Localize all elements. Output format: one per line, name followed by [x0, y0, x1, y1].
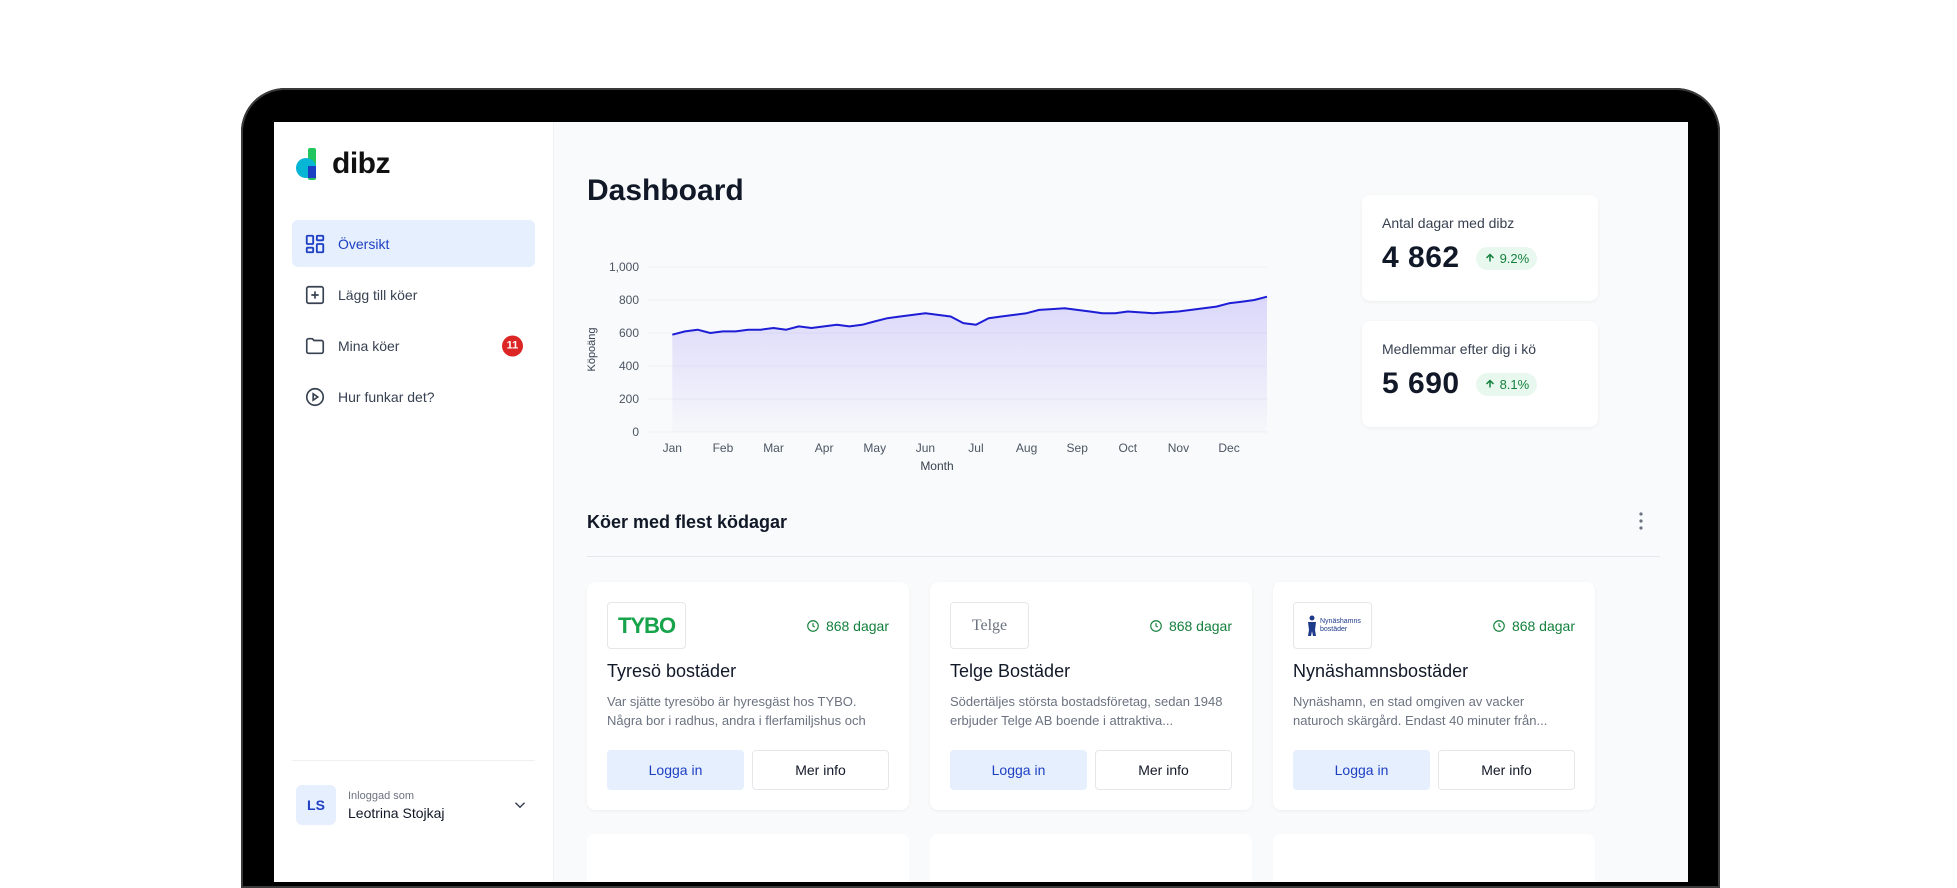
stat-card-days: Antal dagar med dibz 4 862 9.2%: [1362, 195, 1598, 301]
y-tick-label: 600: [619, 326, 639, 340]
x-tick-label: Feb: [713, 441, 734, 455]
stat-label: Antal dagar med dibz: [1382, 215, 1515, 231]
login-button[interactable]: Logga in: [607, 750, 744, 790]
y-tick-label: 400: [619, 359, 639, 373]
queue-name: Tyresö bostäder: [607, 661, 737, 681]
more-vertical-icon[interactable]: [1629, 509, 1653, 533]
more-info-button[interactable]: Mer info: [1095, 750, 1232, 790]
chevron-down-icon[interactable]: [511, 796, 529, 814]
x-tick-label: Apr: [815, 441, 834, 455]
sidebar-item-lagg-till-koer[interactable]: Lägg till köer: [292, 271, 535, 318]
dibz-logo-icon: [296, 148, 316, 180]
x-tick-label: Sep: [1067, 441, 1089, 455]
y-tick-label: 1,000: [609, 260, 639, 274]
queue-description: Södertäljes största bostadsföretag, seda…: [950, 694, 1223, 728]
x-tick-label: Jul: [968, 441, 983, 455]
sidebar-item-label: Översikt: [338, 235, 390, 252]
stat-value: 4 862: [1382, 241, 1460, 274]
user-menu[interactable]: LS Inloggad som Leotrina Stojkaj: [292, 760, 535, 825]
main-content: Dashboard 0 200 400 600 800 1,000 Jan Feb Mar Apr…: [554, 122, 1688, 882]
queue-name: Telge Bostäder: [950, 661, 1071, 681]
more-info-button[interactable]: Mer info: [752, 750, 889, 790]
brand-name: dibz: [332, 147, 391, 180]
user-caption: Inloggad som: [348, 789, 415, 802]
sidebar-item-label: Mina köer: [338, 337, 400, 354]
queue-card-nynashamn: Nynäshamns bostäder 868 dagar Nynäshamns…: [1273, 582, 1595, 810]
stat-change-badge: 8.1%: [1475, 372, 1538, 396]
sidebar-item-hur-funkar-det[interactable]: Hur funkar det?: [292, 373, 535, 420]
x-tick-label: May: [863, 441, 886, 455]
queue-card-partial: [587, 834, 909, 882]
stat-label: Medlemmar efter dig i kö: [1382, 341, 1537, 357]
user-name: Leotrina Stojkaj: [348, 804, 445, 821]
section-title: Köer med flest ködagar: [587, 512, 788, 532]
chart-svg: 0 200 400 600 800 1,000 Jan Feb Mar Apr May Jun Jul A…: [586, 260, 1268, 473]
sidebar-item-mina-koer[interactable]: Mina köer 11: [292, 322, 535, 369]
x-tick-label: Jun: [916, 441, 935, 455]
points-chart: 0 200 400 600 800 1,000 Jan Feb Mar Apr May Jun Jul A…: [586, 232, 1307, 492]
queue-description: Var sjätte tyresöbo är hyresgäst hos TYB…: [607, 694, 866, 728]
grid-icon: [305, 234, 325, 253]
tybo-logo: TYBO: [607, 602, 686, 649]
play-circle-icon: [305, 387, 325, 406]
login-button[interactable]: Logga in: [1293, 750, 1430, 790]
queue-days: 868 dagar: [1492, 618, 1575, 634]
plus-square-icon: [305, 285, 325, 304]
notification-badge: 11: [502, 335, 523, 356]
nynashamn-logo: Nynäshamns bostäder: [1293, 602, 1372, 649]
clock-icon: [1493, 619, 1505, 632]
queue-name: Nynäshamnsbostäder: [1293, 661, 1469, 681]
x-tick-label: Jan: [663, 441, 682, 455]
clock-icon: [1150, 619, 1162, 632]
sidebar-item-oversikt[interactable]: Översikt: [292, 220, 535, 267]
telge-logo: Telge: [950, 602, 1029, 649]
x-tick-label: Mar: [763, 441, 784, 455]
queue-card-telge: Telge 868 dagar Telge Bostäder Södertälj…: [930, 582, 1252, 810]
y-tick-label: 0: [632, 425, 639, 439]
queue-card-partial: [1273, 834, 1595, 882]
y-tick-label: 800: [619, 293, 639, 307]
series-area: [672, 296, 1267, 432]
x-tick-label: Nov: [1168, 441, 1189, 455]
y-tick-label: 200: [619, 392, 639, 406]
folder-icon: [305, 337, 325, 354]
brand[interactable]: dibz: [294, 144, 535, 184]
queue-description: Nynäshamn, en stad omgiven av vacker nat…: [1293, 694, 1548, 728]
x-tick-label: Oct: [1118, 441, 1137, 455]
queue-days: 868 dagar: [1149, 618, 1232, 634]
x-tick-label: Dec: [1218, 441, 1239, 455]
stat-change: 9.2%: [1499, 250, 1530, 266]
sidebar-item-label: Hur funkar det?: [338, 388, 435, 405]
sidebar-nav: Översikt Lägg till köer Mina köer 11 Hu: [292, 220, 535, 420]
section-divider: [587, 556, 1660, 557]
sidebar-item-label: Lägg till köer: [338, 286, 418, 303]
sidebar: dibz Översikt Lägg till köer Min: [274, 122, 554, 882]
app-screen: dibz Översikt Lägg till köer Min: [274, 122, 1688, 882]
queue-card-partial: [930, 834, 1252, 882]
queue-card-tybo: TYBO 868 dagar Tyresö bostäder Var sjätt…: [587, 582, 909, 810]
stat-value: 5 690: [1382, 367, 1460, 400]
login-button[interactable]: Logga in: [950, 750, 1087, 790]
more-info-button[interactable]: Mer info: [1438, 750, 1575, 790]
arrow-up-icon: [1485, 253, 1494, 262]
avatar: LS: [296, 785, 336, 825]
clock-icon: [807, 619, 819, 632]
user-meta: Inloggad som Leotrina Stojkaj: [348, 790, 499, 821]
page-title: Dashboard: [587, 174, 744, 207]
person-icon: [1308, 615, 1316, 636]
series-line: [672, 295, 1268, 336]
stat-change-badge: 9.2%: [1475, 246, 1538, 270]
stat-change: 8.1%: [1499, 376, 1530, 392]
queue-days: 868 dagar: [806, 618, 889, 634]
stat-card-members: Medlemmar efter dig i kö 5 690 8.1%: [1362, 321, 1598, 427]
x-tick-label: Aug: [1016, 441, 1037, 455]
arrow-up-icon: [1485, 379, 1494, 388]
y-axis-label: Köpoäng: [586, 327, 598, 371]
x-axis-label: Month: [920, 459, 953, 473]
